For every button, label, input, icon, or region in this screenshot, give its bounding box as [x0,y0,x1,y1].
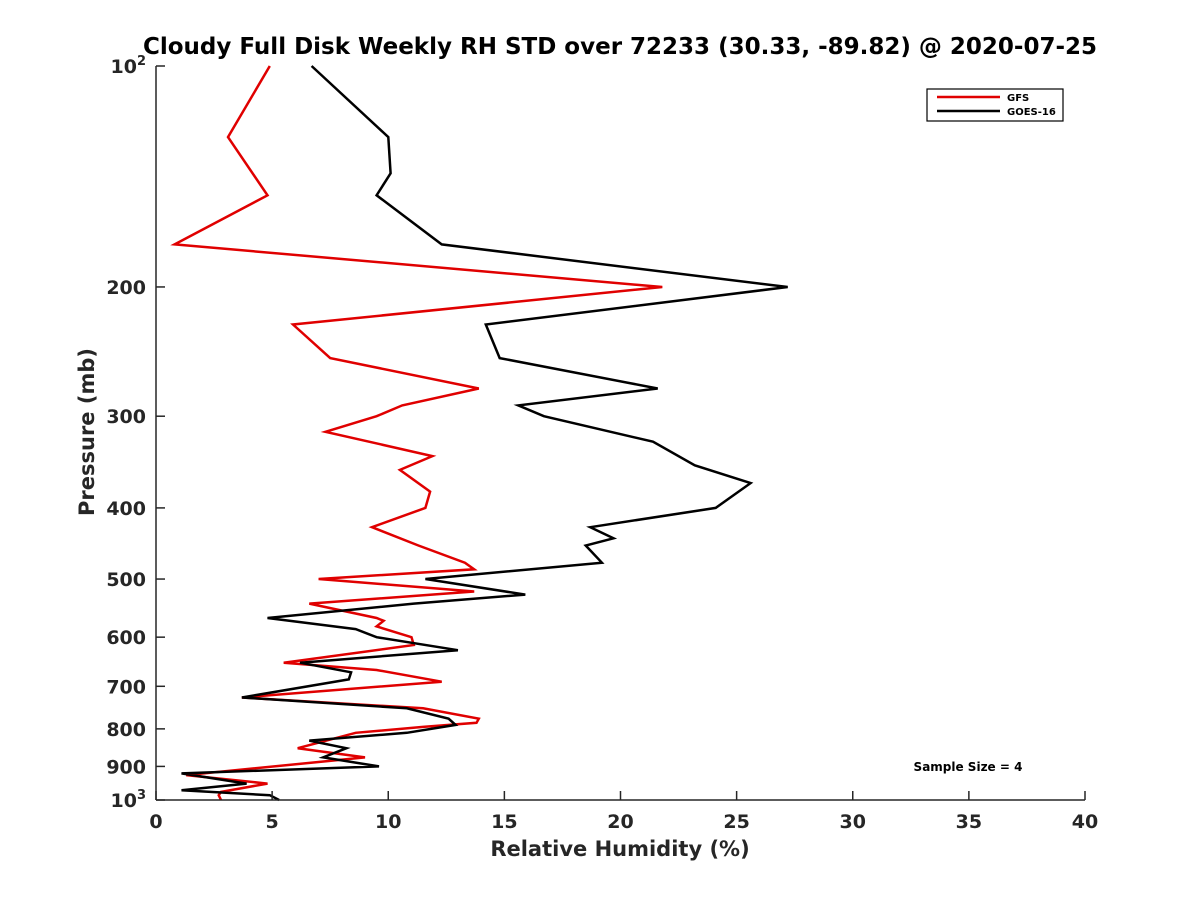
y-tick-label: 900 [106,756,146,778]
x-tick-label: 15 [491,811,517,833]
y-tick-label: 102 [111,54,147,78]
y-axis-label: Pressure (mb) [75,348,99,516]
x-tick-label: 5 [266,811,279,833]
axes: 0 5 10 15 20 25 30 35 40 102 200 300 400 500 600 700 800… [106,54,1098,833]
legend-label: GFS [1007,93,1029,104]
y-tick-label: 400 [106,498,146,520]
y-tick-label: 200 [106,277,146,299]
y-tick-label: 700 [106,676,146,698]
y-tick-label: 300 [106,406,146,428]
chart-title: Cloudy Full Disk Weekly RH STD over 7223… [143,34,1097,60]
x-tick-label: 10 [375,811,401,833]
y-tick-label: 800 [106,719,146,741]
sample-size-annotation: Sample Size = 4 [914,760,1023,774]
y-tick-label: 103 [111,788,147,812]
x-tick-label: 40 [1072,811,1098,833]
legend-label: GOES-16 [1007,107,1056,118]
x-axis-label: Relative Humidity (%) [490,837,749,861]
y-tick-label: 600 [106,627,146,649]
x-tick-label: 0 [149,811,162,833]
legend: GFS GOES-16 [926,88,1064,122]
legend-box [926,88,1064,122]
y-tick-label: 500 [106,569,146,591]
x-tick-label: 20 [607,811,633,833]
x-tick-label: 25 [723,811,749,833]
series-line-gfs [170,65,663,801]
series-line-goes-16 [181,65,788,802]
x-tick-label: 30 [840,811,866,833]
plot-area [170,65,788,802]
x-tick-label: 35 [956,811,982,833]
